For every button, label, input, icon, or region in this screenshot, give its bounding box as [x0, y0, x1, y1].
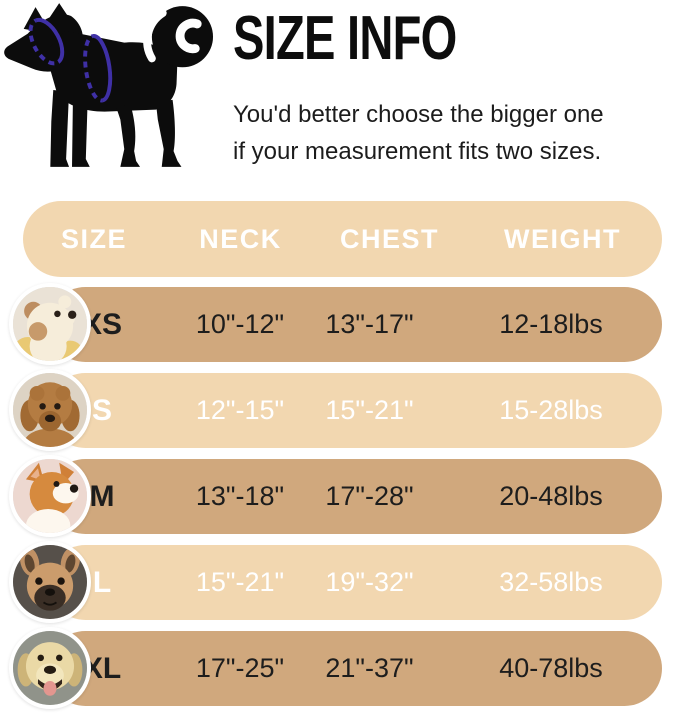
cell-neck: 13"-18": [195, 481, 285, 511]
cell-weight: 20-48lbs: [499, 481, 603, 511]
dog-photo-shiba-inu: [9, 455, 91, 537]
cell-size: S: [91, 393, 112, 427]
cell-chest: 13"-17": [325, 309, 414, 339]
cell-size: M: [89, 479, 115, 513]
column-header-neck: NECK: [199, 223, 282, 254]
dog-measurement-illustration-icon: [4, 3, 214, 167]
row-pill: [48, 373, 662, 448]
row-pill: [48, 545, 662, 620]
cell-chest: 15"-21": [325, 395, 414, 425]
dog-photo-pomeranian: [9, 283, 91, 365]
dog-photo-french-bulldog: [9, 541, 91, 623]
cell-neck: 15"-21": [195, 567, 285, 597]
cell-neck: 17"-25": [195, 653, 285, 683]
row-pill: [48, 631, 662, 706]
dog-photo-labrador: [9, 627, 91, 709]
column-header-size: SIZE: [60, 223, 127, 254]
cell-neck: 12"-15": [195, 395, 285, 425]
table-row-xl: XL 17"-25" 21"-37" 40-78lbs: [9, 627, 662, 709]
chest-measure-ring-icon: [83, 34, 113, 103]
row-pill: [48, 459, 662, 534]
cell-weight: 12-18lbs: [499, 309, 603, 339]
row-pill: [48, 287, 662, 362]
cell-weight: 32-58lbs: [499, 567, 603, 597]
hero-text: SIZE INFO You'd better choose the bigger…: [233, 8, 673, 170]
page-subtitle-line1: You'd better choose the bigger one: [233, 101, 604, 128]
cell-size: L: [92, 565, 112, 599]
table-row-xs: XS 10"-12" 13"-17" 12-18lbs: [9, 283, 662, 365]
cell-weight: 40-78lbs: [499, 653, 603, 683]
hero-section: SIZE INFO You'd better choose the bigger…: [0, 0, 679, 201]
dog-photo-toy-poodle: [9, 369, 91, 451]
size-table: SIZE NECK CHEST WEIGHT: [9, 201, 662, 709]
cell-chest: 17"-28": [325, 481, 414, 511]
cell-neck: 10"-12": [195, 309, 285, 339]
table-row-l: L 15"-21" 19"-32" 32-58lbs: [9, 541, 662, 623]
page-subtitle-line2: if your measurement fits two sizes.: [233, 138, 602, 165]
cell-chest: 21"-37": [325, 653, 414, 683]
page-title: SIZE INFO: [233, 4, 457, 73]
column-header-chest: CHEST: [339, 223, 439, 254]
table-row-m: M 13"-18" 17"-28" 20-48lbs: [9, 455, 662, 537]
table-row-s: S 12"-15" 15"-21" 15-28lbs: [9, 369, 662, 451]
table-header-row: SIZE NECK CHEST WEIGHT: [23, 201, 662, 277]
cell-chest: 19"-32": [325, 567, 414, 597]
column-header-weight: WEIGHT: [504, 223, 621, 254]
cell-weight: 15-28lbs: [499, 395, 603, 425]
